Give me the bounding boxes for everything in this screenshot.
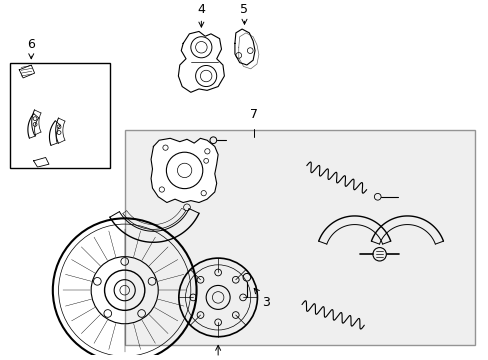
Polygon shape — [178, 31, 224, 92]
Text: 1: 1 — [0, 359, 1, 360]
Polygon shape — [34, 157, 49, 167]
Text: 2: 2 — [214, 345, 222, 360]
Polygon shape — [234, 29, 255, 65]
Polygon shape — [19, 65, 35, 78]
Text: 3: 3 — [254, 288, 269, 309]
Text: 5: 5 — [240, 3, 248, 24]
Bar — [124, 130, 473, 345]
Text: 6: 6 — [27, 37, 35, 59]
Bar — [10, 63, 110, 168]
Text: 7: 7 — [249, 108, 258, 121]
Text: 4: 4 — [197, 3, 205, 27]
Polygon shape — [151, 138, 218, 203]
